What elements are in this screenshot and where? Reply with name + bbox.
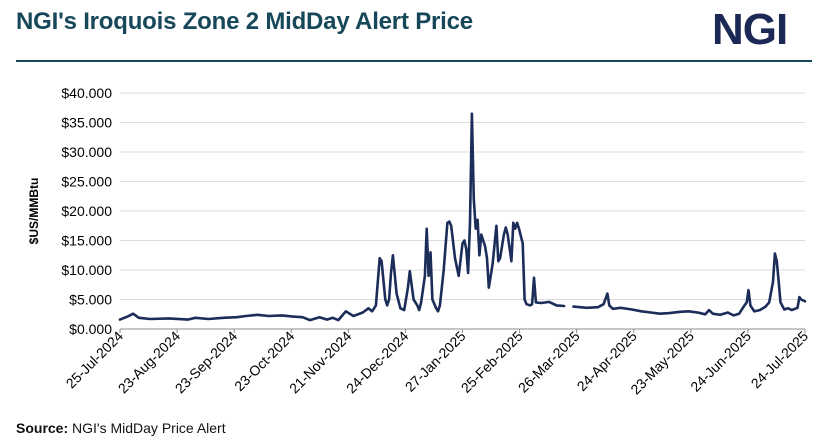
- y-tick-label: $30.000: [61, 144, 112, 160]
- source-label: Source:: [16, 420, 69, 436]
- y-axis-tick-labels: $0.000 $5.000 $10.000 $15.000 $20.000 $25.000…: [61, 85, 112, 337]
- title-divider: [16, 60, 812, 62]
- price-series-line: [118, 112, 566, 322]
- chart-title: NGI's Iroquois Zone 2 MidDay Alert Price: [16, 8, 473, 35]
- y-tick-label: $15.000: [61, 233, 112, 249]
- y-tick-label: $0.000: [69, 321, 112, 337]
- y-tick-label: $35.000: [61, 115, 112, 131]
- x-axis-tick-labels: 25-Jul-202423-Aug-202423-Sep-202423-Oct-…: [63, 328, 812, 398]
- price-series-line: [572, 252, 807, 317]
- ngi-logo: NGI: [712, 5, 788, 54]
- price-line-chart: $0.000 $5.000 $10.000 $15.000 $20.000 $25.000…: [27, 85, 812, 398]
- y-tick-label: $5.000: [69, 292, 112, 308]
- y-tick-label: $25.000: [61, 174, 112, 190]
- x-tick-label: 24-Jul-2025: [748, 328, 812, 392]
- y-axis-label: $US/MMBtu: [27, 178, 41, 245]
- series-lines: [118, 112, 807, 322]
- x-tick-label: 24-Jun-2025: [687, 328, 754, 395]
- y-tick-label: $10.000: [61, 262, 112, 278]
- source-note: Source: NGI's MidDay Price Alert: [16, 420, 226, 436]
- source-text: NGI's MidDay Price Alert: [72, 420, 226, 436]
- y-tick-label: $20.000: [61, 203, 112, 219]
- gridlines: [120, 92, 805, 330]
- x-tick-label: 26-Mar-2025: [515, 328, 583, 396]
- y-tick-label: $40.000: [61, 85, 112, 101]
